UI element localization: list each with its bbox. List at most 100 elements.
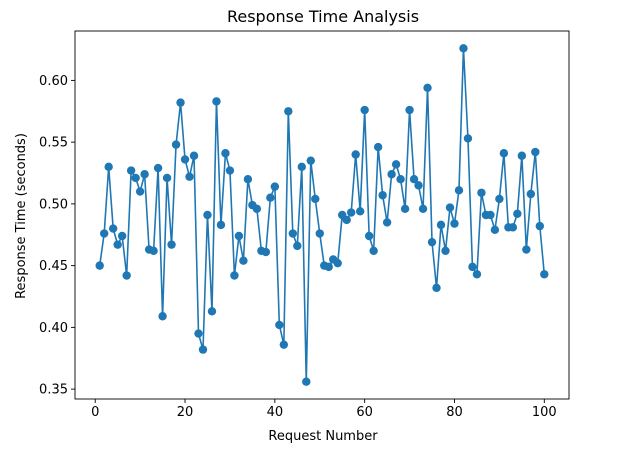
data-point <box>369 246 378 256</box>
data-point <box>108 224 118 233</box>
data-point <box>185 172 194 181</box>
data-point <box>400 204 410 214</box>
data-point <box>234 231 244 241</box>
x-tick-label: 100 <box>532 405 557 420</box>
data-point <box>104 162 113 172</box>
data-point <box>225 166 235 175</box>
y-axis-label: Response Time (seconds) <box>14 133 29 299</box>
data-point <box>131 173 140 183</box>
data-point <box>387 170 396 179</box>
data-point <box>126 166 136 175</box>
data-point <box>95 261 104 270</box>
y-tick-label: 0.40 <box>39 321 68 336</box>
x-tick-label: 20 <box>177 405 194 420</box>
data-point <box>270 182 280 191</box>
data-point <box>180 155 190 164</box>
data-point <box>324 262 333 272</box>
data-point <box>391 160 401 169</box>
y-tick-label: 0.50 <box>39 197 68 212</box>
data-point <box>355 207 365 216</box>
data-point <box>230 271 239 280</box>
data-point <box>203 210 212 220</box>
data-point <box>284 107 293 116</box>
data-point <box>113 240 122 249</box>
data-point <box>513 209 522 218</box>
data-point <box>517 151 527 160</box>
data-point <box>508 223 518 232</box>
data-point <box>522 245 531 254</box>
data-point <box>472 270 482 279</box>
data-point <box>441 246 450 256</box>
data-point <box>153 163 163 173</box>
data-point <box>243 174 253 184</box>
data-point <box>302 377 311 386</box>
data-point <box>221 149 230 158</box>
data-point <box>535 221 545 231</box>
data-point <box>486 210 495 220</box>
data-point <box>261 247 271 257</box>
data-point <box>158 312 167 321</box>
x-tick-label: 40 <box>267 405 284 420</box>
data-point <box>189 151 199 160</box>
data-point <box>293 241 302 251</box>
data-point <box>266 193 275 202</box>
data-point <box>495 194 504 204</box>
data-point <box>454 186 464 195</box>
data-point <box>414 181 423 190</box>
x-axis-label: Request Number <box>268 429 378 444</box>
data-point <box>306 156 315 165</box>
data-point <box>239 256 248 265</box>
data-point <box>477 188 486 197</box>
data-point <box>396 174 405 184</box>
y-tick-label: 0.35 <box>39 383 68 398</box>
data-point <box>364 231 374 241</box>
data-point <box>360 105 369 115</box>
data-point <box>445 203 455 212</box>
data-point <box>288 229 298 238</box>
data-point <box>212 97 221 106</box>
data-point <box>342 215 351 225</box>
data-point <box>194 329 203 338</box>
data-point <box>297 162 306 172</box>
data-point <box>540 270 549 279</box>
x-tick-label: 0 <box>91 405 99 420</box>
data-point <box>171 140 181 149</box>
data-point <box>423 83 432 93</box>
data-point <box>167 240 176 249</box>
x-tick-label: 60 <box>356 405 373 420</box>
data-point <box>333 258 342 268</box>
data-point <box>162 173 172 183</box>
data-point <box>405 105 414 115</box>
data-point <box>450 219 459 228</box>
data-point <box>382 218 392 227</box>
series-line <box>98 47 546 383</box>
data-point <box>311 194 320 204</box>
data-point <box>351 150 360 159</box>
y-tick-label: 0.45 <box>39 259 68 274</box>
chart-title: Response Time Analysis <box>227 7 419 26</box>
data-point <box>252 204 262 214</box>
data-point <box>432 283 441 293</box>
data-point <box>207 307 217 316</box>
data-point <box>135 187 145 196</box>
data-point <box>346 208 356 217</box>
data-point <box>198 345 208 354</box>
data-point <box>216 220 226 230</box>
data-point <box>463 134 473 143</box>
data-point <box>468 262 477 272</box>
data-point <box>436 220 446 230</box>
data-point <box>122 271 131 280</box>
x-tick-label: 80 <box>446 405 463 420</box>
y-tick-label: 0.55 <box>39 136 68 151</box>
data-point <box>373 142 383 152</box>
data-point <box>427 237 437 247</box>
data-point <box>499 149 509 158</box>
data-point <box>315 229 324 238</box>
data-point <box>409 174 419 184</box>
data-point <box>279 340 289 349</box>
data-point <box>149 246 158 256</box>
data-point <box>490 225 500 235</box>
data-point <box>99 229 109 238</box>
data-point <box>378 191 387 200</box>
